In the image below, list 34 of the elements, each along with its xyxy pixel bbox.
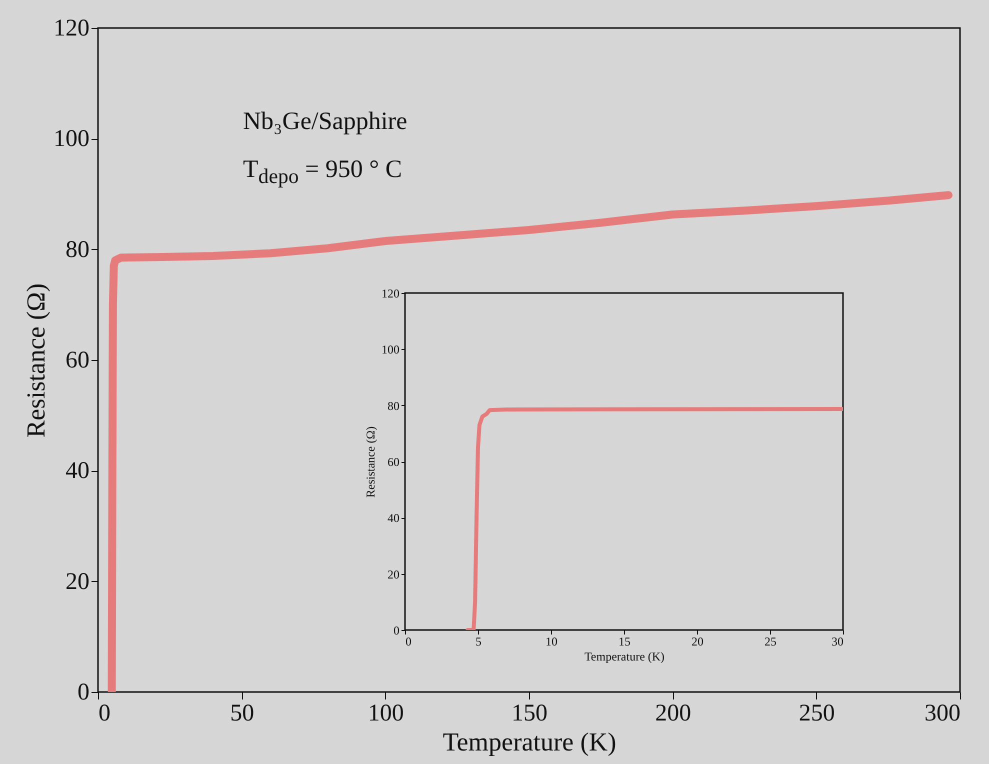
- line-series: [466, 406, 843, 630]
- x-tick-label: 150: [512, 700, 548, 726]
- y-tick-label: 60: [66, 348, 90, 374]
- annotation: T$_{depo}$ = 950 ° C: [243, 156, 402, 189]
- x-tick-label: 20: [692, 634, 704, 648]
- x-tick-label: 300: [924, 700, 960, 726]
- y-tick-label: 80: [388, 398, 400, 413]
- y-tick-label: 80: [66, 236, 90, 263]
- x-tick-label: 0: [406, 634, 412, 648]
- y-tick-label: 100: [382, 342, 400, 357]
- x-tick-label: 15: [618, 634, 630, 648]
- x-tick-label: 200: [655, 700, 692, 726]
- y-tick-label: 100: [54, 126, 90, 152]
- x-tick-label: 5: [476, 634, 482, 648]
- x-tick-label: 0: [98, 700, 110, 726]
- x-axis-title: Temperature (K): [442, 728, 616, 756]
- y-axis-title: Resistance (Ω): [22, 283, 50, 438]
- y-axis-title: Resistance (Ω): [364, 426, 378, 498]
- x-tick-label: 30: [832, 634, 844, 648]
- y-tick-label: 120: [54, 16, 90, 42]
- y-tick-label: 40: [388, 511, 400, 526]
- y-tick-label: 0: [394, 624, 400, 638]
- x-tick-label: 10: [546, 634, 558, 648]
- y-tick-label: 120: [382, 286, 400, 300]
- x-tick-label: 25: [764, 634, 776, 648]
- annotation: Nb₃Ge/Sapphire: [243, 108, 408, 136]
- x-axis-title: Temperature (K): [584, 650, 665, 664]
- x-tick-label: 250: [798, 700, 835, 726]
- y-tick-label: 0: [78, 680, 90, 706]
- y-tick-label: 60: [388, 455, 400, 469]
- y-tick-label: 40: [66, 458, 90, 484]
- y-tick-label: 20: [66, 568, 90, 595]
- y-tick-label: 20: [388, 567, 400, 582]
- x-tick-label: 50: [230, 700, 254, 726]
